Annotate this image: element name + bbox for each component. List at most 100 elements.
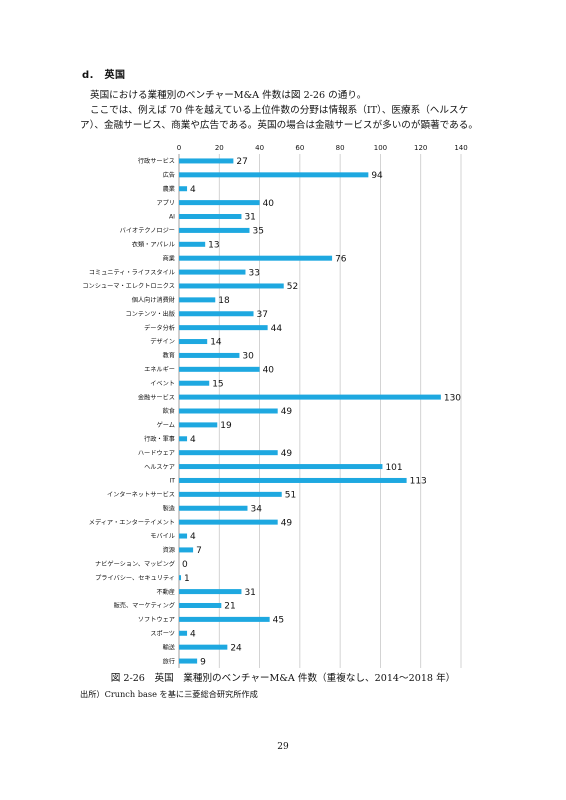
bar-value-label: 52 <box>287 282 298 292</box>
category-label: 金融サービス <box>138 393 175 401</box>
category-label: 教育 <box>163 352 175 360</box>
bar <box>179 491 282 497</box>
bar <box>179 186 188 192</box>
bar-value-label: 101 <box>385 463 402 473</box>
bar-value-label: 76 <box>335 254 347 264</box>
category-label: コミュニティ・ライフスタイル <box>89 268 175 276</box>
bar <box>179 575 182 581</box>
category-label: エネルギー <box>144 367 175 374</box>
bar <box>179 214 242 220</box>
bar <box>179 477 407 483</box>
bar <box>179 269 246 275</box>
body-paragraph-1: 英国における業種別のベンチャーM&A 件数は図 2-26 の通り。 <box>90 90 367 101</box>
bar-value-label: 31 <box>244 213 255 223</box>
bar-value-label: 27 <box>236 157 247 167</box>
x-tick-label: 40 <box>255 144 264 152</box>
x-tick-label: 60 <box>295 144 304 152</box>
bar-value-label: 13 <box>208 240 219 250</box>
source-note: 出所）Crunch base を基に三菱総合研究所作成 <box>80 689 258 699</box>
bar-value-label: 44 <box>271 324 283 334</box>
bar-value-label: 4 <box>190 185 196 195</box>
category-label: コンシューマ・エレクトロニクス <box>82 283 175 290</box>
x-tick-label: 20 <box>215 144 224 152</box>
bar-value-label: 45 <box>273 616 284 626</box>
bar <box>179 422 218 428</box>
category-label: 商業 <box>163 254 175 262</box>
category-label: モバイル <box>150 533 175 540</box>
section-heading: d. 英国 <box>82 70 126 81</box>
category-label: プライバシー、セキュリティ <box>95 575 175 582</box>
x-tick-label: 100 <box>374 144 387 152</box>
bar-value-label: 24 <box>230 643 242 653</box>
bar <box>179 505 248 511</box>
x-tick-label: 140 <box>454 144 467 152</box>
bar <box>179 519 278 525</box>
bar <box>179 297 216 303</box>
category-label: AI <box>169 214 175 221</box>
category-label: インターネットサービス <box>107 491 175 499</box>
bar <box>179 616 270 622</box>
x-axis-ticks: 0 20 40 60 80 100 120 140 <box>177 144 468 152</box>
bar-value-label: 18 <box>218 296 230 306</box>
body-paragraph-2: ここでは、例えば 70 件を越えている上位件数の分野は情報系（IT）、医療系（ヘ… <box>80 105 478 131</box>
bar-value-label: 14 <box>210 338 222 348</box>
category-label: ゲーム <box>157 421 175 429</box>
category-label: ヘルスケア <box>144 464 175 471</box>
bar <box>179 630 188 636</box>
category-label: バイオテクノロジー <box>120 228 175 235</box>
bar-value-label: 49 <box>281 518 293 528</box>
bar <box>179 158 234 164</box>
bar-value-label: 31 <box>244 588 255 598</box>
bar-value-label: 4 <box>190 629 196 639</box>
bar-value-label: 40 <box>263 366 275 376</box>
category-label: 個人向け消費財 <box>132 296 175 304</box>
category-label: データ分析 <box>144 324 175 332</box>
bar <box>179 352 240 358</box>
bar-value-label: 113 <box>410 477 427 487</box>
bar <box>179 380 210 386</box>
category-label: 不動産 <box>156 588 175 596</box>
category-label: 飲食 <box>163 407 176 415</box>
category-label: 輸送 <box>163 643 176 651</box>
bar-value-label: 19 <box>220 421 232 431</box>
bar <box>179 311 254 317</box>
bar <box>179 366 260 372</box>
bar <box>179 589 242 595</box>
bar <box>179 200 260 206</box>
category-label: 行政・軍事 <box>144 435 175 443</box>
category-label: IT <box>169 478 175 485</box>
bar-value-label: 130 <box>444 393 461 403</box>
bar <box>179 436 188 442</box>
category-label: メディア・エンターテイメント <box>89 518 175 526</box>
x-tick-label: 80 <box>336 144 345 152</box>
bar <box>179 255 333 261</box>
bar-value-label: 0 <box>182 560 188 570</box>
bar-value-label: 9 <box>200 657 206 667</box>
bar <box>179 602 222 608</box>
bar <box>179 172 369 178</box>
bar-value-label: 7 <box>196 546 202 556</box>
bar-value-label: 94 <box>371 171 383 181</box>
bar-value-label: 4 <box>190 435 196 445</box>
category-label: イベント <box>150 380 175 387</box>
bar <box>179 241 206 247</box>
x-tick-label: 120 <box>414 144 427 152</box>
bar-value-label: 40 <box>263 199 275 209</box>
category-label: 資源 <box>163 546 175 554</box>
bar-value-label: 35 <box>253 227 264 237</box>
x-tick-label: 0 <box>177 144 181 152</box>
bar-value-label: 37 <box>257 310 268 320</box>
bar-value-label: 34 <box>250 504 262 514</box>
bar-value-label: 30 <box>242 352 254 362</box>
category-label: 旅行 <box>163 657 175 665</box>
bar-value-label: 15 <box>212 379 223 389</box>
bar <box>179 339 208 345</box>
figure-caption: 図 2-26 英国 業種別のベンチャーM&A 件数（重複なし、2014～2018… <box>110 673 456 684</box>
category-label: 広告 <box>163 171 175 179</box>
bar-value-label: 51 <box>285 491 296 501</box>
bar-value-label: 4 <box>190 532 196 542</box>
category-label: 製造 <box>163 504 175 512</box>
bar <box>179 394 441 400</box>
